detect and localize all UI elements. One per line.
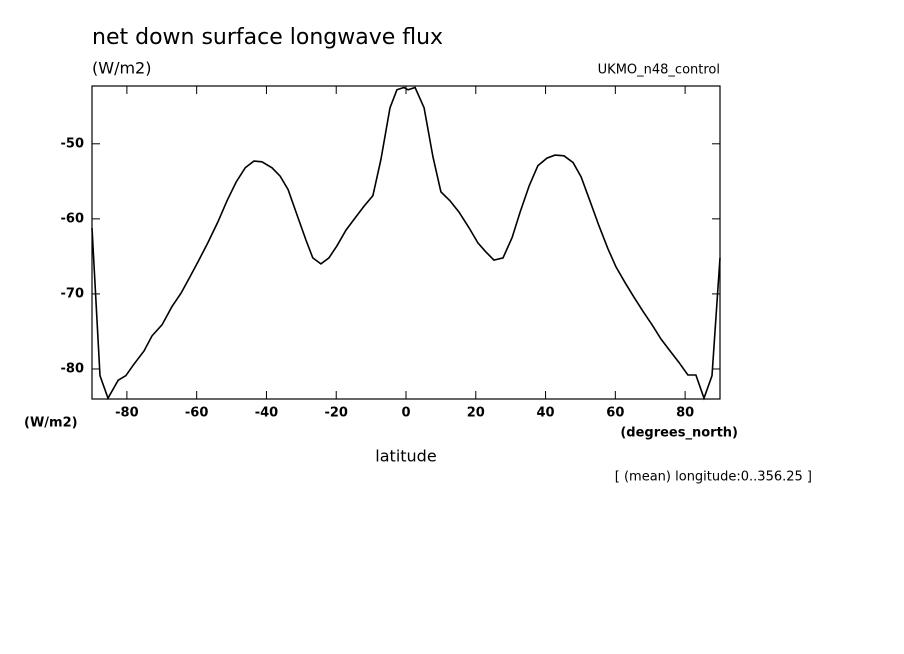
chart-title: net down surface longwave flux <box>92 25 443 50</box>
x-tick-label: 40 <box>537 406 555 421</box>
data-line <box>91 86 721 401</box>
x-tick-label: -40 <box>255 406 279 421</box>
plot-frame <box>91 85 721 400</box>
x-tick-label: 20 <box>467 406 485 421</box>
chart-subtitle: (W/m2) <box>92 59 151 78</box>
x-tick-label: 0 <box>401 406 410 421</box>
annotation: [ (mean) longitude:0..356.25 ] <box>615 470 812 485</box>
x-axis-title: latitude <box>375 447 436 466</box>
y-tick-label: -60 <box>61 211 85 226</box>
y-unit-label: (W/m2) <box>24 416 78 431</box>
x-tick-label: -80 <box>115 406 139 421</box>
x-tick-label: -20 <box>324 406 348 421</box>
x-unit-label: (degrees_north) <box>620 426 738 441</box>
y-tick-label: -70 <box>61 286 85 301</box>
y-tick-label: -80 <box>61 361 85 376</box>
x-tick-label: -60 <box>185 406 209 421</box>
y-tick-label: -50 <box>61 136 85 151</box>
x-tick-label: 60 <box>606 406 624 421</box>
run-label: UKMO_n48_control <box>598 63 720 78</box>
x-tick-label: 80 <box>676 406 694 421</box>
